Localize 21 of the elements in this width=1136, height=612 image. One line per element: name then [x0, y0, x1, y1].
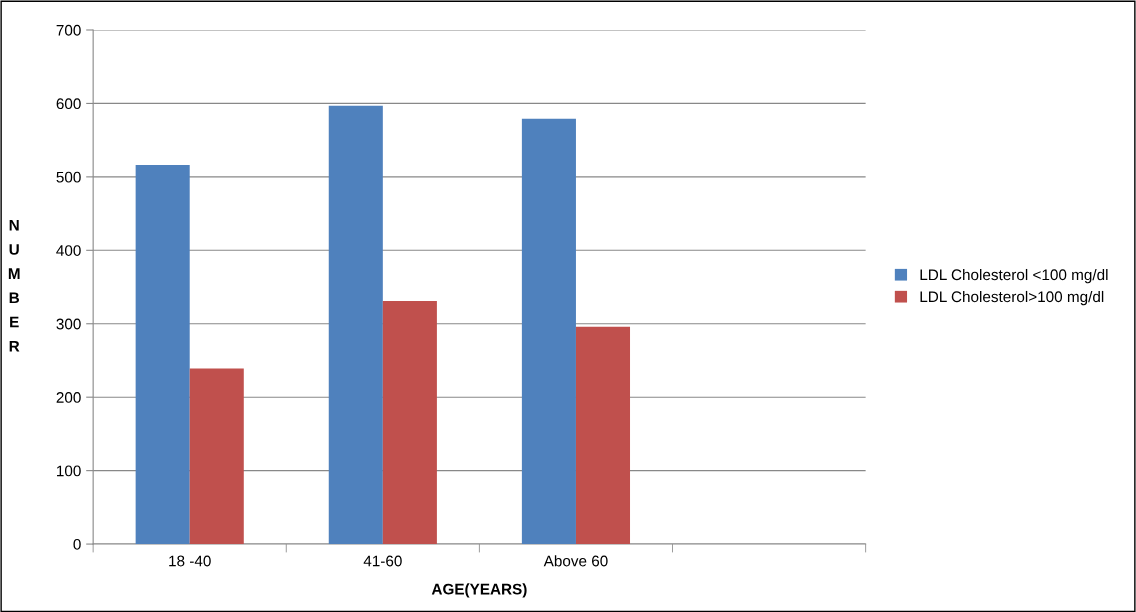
- bar: [189, 368, 244, 545]
- legend-label: LDL Cholesterol <100 mg/dl: [920, 268, 1108, 284]
- y-tick-label: 200: [56, 392, 81, 403]
- y-tick-label: 500: [56, 171, 81, 183]
- y-tick-label: 400: [56, 245, 81, 256]
- x-tick-label: 18 -40: [169, 555, 211, 567]
- x-tick-label: 41-60: [363, 555, 402, 567]
- bar: [575, 326, 631, 545]
- y-tick-label: 600: [56, 98, 81, 110]
- y-tick-label: 100: [57, 465, 81, 477]
- bar: [521, 118, 576, 545]
- y-tick-label: 700: [56, 24, 81, 36]
- x-tick-label: Above 60: [543, 555, 608, 567]
- bar: [135, 165, 190, 545]
- y-axis-title: NUMBER: [8, 219, 20, 352]
- legend-label: LDL Cholesterol>100 mg/dl: [920, 290, 1104, 306]
- bar: [328, 105, 383, 545]
- y-tick-label: 0: [73, 538, 81, 550]
- y-tick-label: 300: [56, 318, 81, 330]
- bar: [382, 300, 437, 545]
- x-axis-title: AGE(YEARS): [431, 583, 527, 598]
